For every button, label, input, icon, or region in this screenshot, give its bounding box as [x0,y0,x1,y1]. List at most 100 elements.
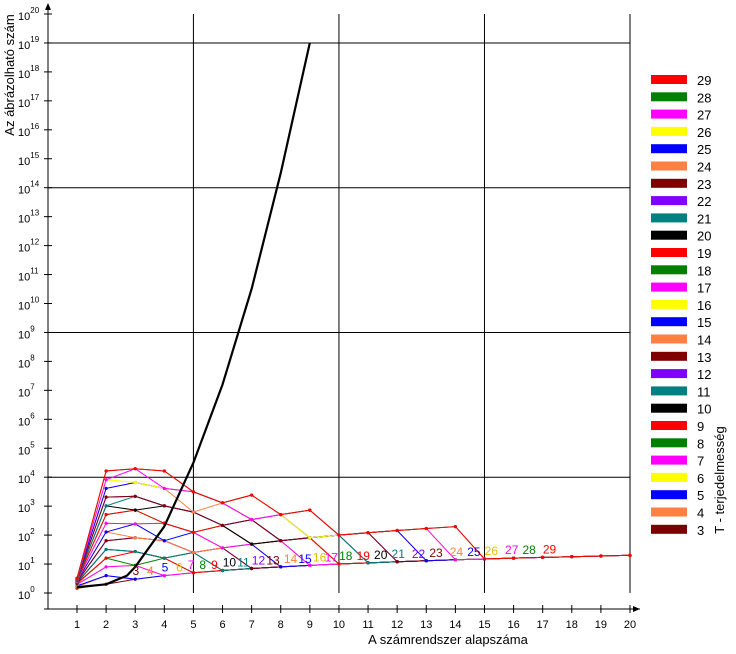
legend-swatch-10 [651,403,687,413]
legend-swatch-16 [651,299,687,309]
legend-label-3: 3 [697,523,704,538]
series-point-29 [395,528,399,533]
x-tick-label: 4 [161,619,167,631]
series-point-5 [104,573,108,578]
legend-swatch-9 [651,421,687,430]
legend-swatch-3 [651,524,687,534]
series-point-26 [133,480,137,485]
series-point-29 [191,490,196,494]
series-point-25 [424,559,428,563]
series-label-15: 15 [298,552,312,566]
series-point-25 [104,486,108,491]
x-tick-label: 5 [190,619,196,631]
series-point-29 [162,469,166,473]
series-point-20 [133,508,137,512]
series-label-4: 4 [147,564,154,578]
legend-label-15: 15 [697,315,711,330]
series-point-21 [366,561,370,565]
series-label-19: 19 [357,549,371,563]
x-tick-label: 8 [278,619,284,631]
series-point-26 [308,536,312,540]
legend-swatch-11 [651,386,687,396]
series-label-12: 12 [252,554,266,568]
series-label-13: 13 [266,554,280,568]
legend-swatch-6 [651,472,687,482]
series-label-9: 9 [211,558,218,572]
legend-label-11: 11 [697,384,711,399]
legend-swatch-21 [651,213,687,223]
series-point-17 [104,521,108,525]
series-point-19 [191,530,196,534]
series-point-29 [628,553,632,557]
series-point-23 [279,539,283,543]
series-label-28: 28 [522,543,536,557]
x-tick-label: 9 [307,619,313,631]
envelope-curve [76,42,311,589]
x-tick-label: 19 [595,619,607,631]
legend-label-5: 5 [697,488,704,503]
series-label-17: 17 [325,550,339,564]
legend-label-14: 14 [697,333,711,348]
series-point-17 [133,522,137,526]
legend-label-16: 16 [697,298,711,313]
series-point-29 [250,493,254,497]
legend-swatch-25 [651,144,687,154]
series-label-18: 18 [339,549,353,563]
series-point-29 [599,554,603,558]
series-point-9 [104,556,108,560]
series-point-20 [250,542,254,546]
legend-swatch-13 [651,351,687,361]
y-tick-label: 1017 [18,93,40,110]
y-tick-label: 1015 [18,151,40,168]
legend-label-20: 20 [697,229,711,244]
series-point-27 [162,486,166,491]
y-tick-label: 1011 [18,267,39,284]
y-tick-label: 1010 [18,296,40,313]
y-tick-label: 104 [18,469,35,486]
series-point-15 [104,530,108,534]
y-tick-label: 105 [18,440,35,457]
y-axis-label: Az ábrázolható szám [2,14,17,135]
legend-label-24: 24 [697,160,711,175]
series-label-3: 3 [132,564,139,578]
series-point-13 [250,566,254,571]
legend-title: T - terjedelmesség [712,426,727,533]
series-point-29 [570,555,574,559]
series-label-6: 6 [176,561,183,575]
y-tick-label: 103 [18,498,35,515]
series-point-11 [104,547,108,552]
series-point-9 [191,571,196,575]
series-point-29 [541,555,545,559]
legend-label-18: 18 [697,263,711,278]
y-tick-label: 100 [18,585,35,602]
legend-swatch-15 [651,317,687,327]
legend-swatch-23 [651,178,687,188]
legend-label-4: 4 [697,506,704,521]
legend-label-19: 19 [697,246,711,261]
y-tick-label: 1019 [18,35,40,52]
y-tick-label: 106 [18,411,35,428]
y-tick-label: 1016 [18,122,40,139]
x-tick-label: 20 [624,619,636,631]
x-tick-label: 13 [420,619,432,631]
series-point-23 [133,494,137,498]
legend-swatch-20 [651,230,687,240]
series-point-23 [395,560,399,564]
legend-swatch-7 [651,455,687,465]
legend-swatch-14 [651,334,687,344]
x-tick-label: 11 [362,619,373,631]
series-point-23 [220,523,225,528]
series-point-24 [191,510,196,514]
series-point-23 [104,495,108,499]
series-point-14 [191,550,196,555]
axes-layer: 1 2 3 4 5 6 7 8 9 10 11 12 13 14 15 16 17 18 19 20100101102… [18,3,640,631]
series-point-11 [133,549,137,554]
series-point-11 [162,556,166,560]
series-label-7: 7 [188,558,195,572]
x-tick-label: 18 [566,619,578,631]
legend-swatch-4 [651,507,687,517]
x-axis-arrow [633,606,640,612]
series-point-29 [104,469,108,473]
series-label-29: 29 [543,542,557,556]
y-tick-label: 1012 [18,238,40,255]
